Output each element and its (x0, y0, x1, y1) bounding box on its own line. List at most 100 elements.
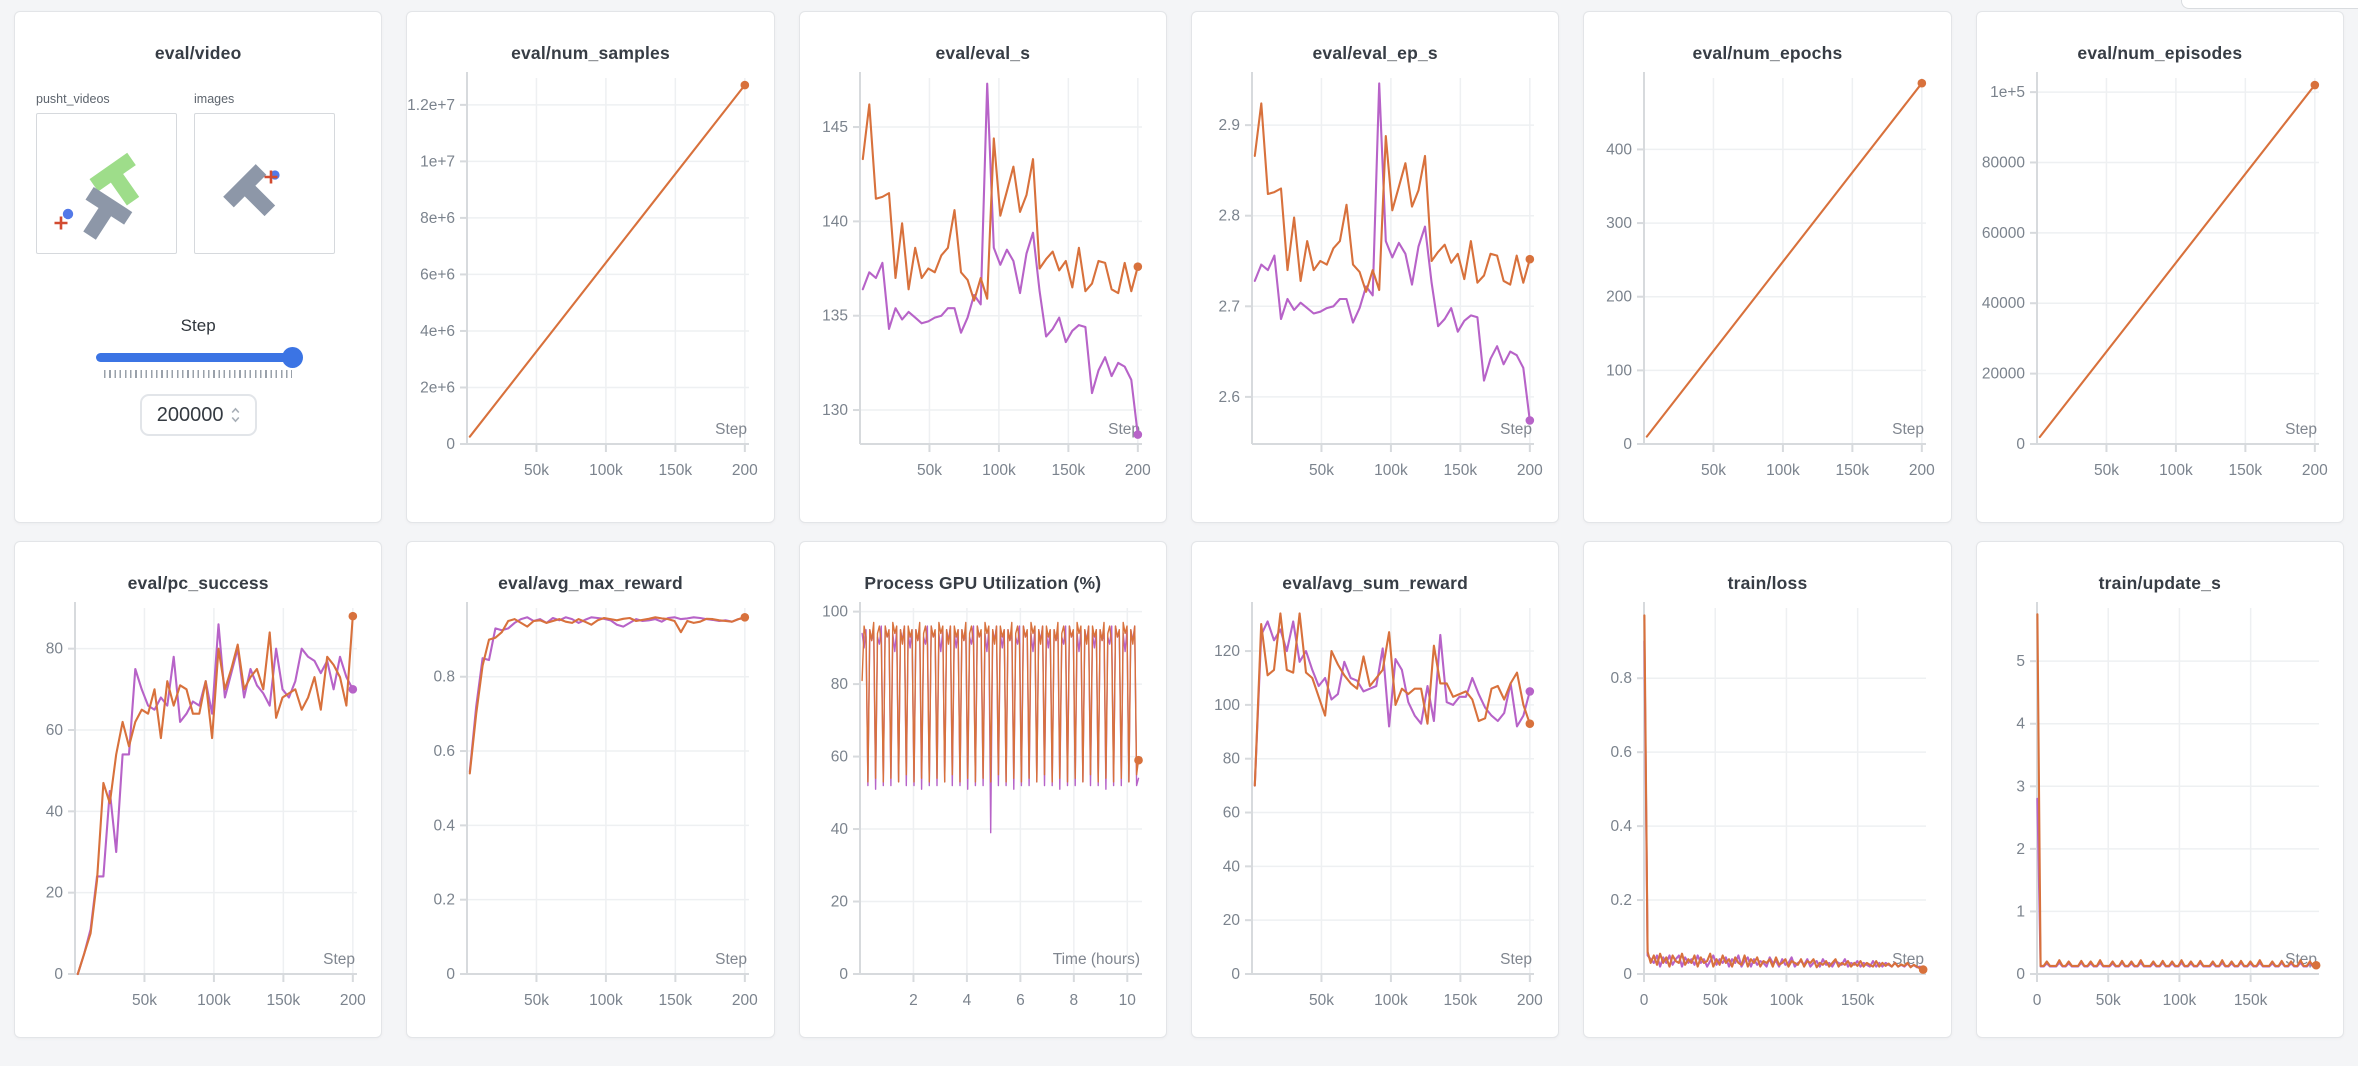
y-tick-label: 100 (822, 604, 848, 621)
x-axis-label: Step (716, 421, 748, 438)
panel-eval-eval-ep-s: eval/eval_ep_s 2.6 2.7 2.8 2.9 50k 100k 150k 20… (1191, 11, 1560, 523)
series-line-orange (76, 615, 355, 976)
x-tick-label: 100k (2162, 992, 2196, 1009)
block-t-shape (83, 187, 133, 240)
series-end-dot (1525, 719, 1535, 729)
series-line-orange (469, 616, 747, 775)
chart-plot[interactable]: 0 0.2 0.4 0.6 0.8 50k 100k 150k 200 Step (407, 596, 773, 1030)
chart-plot[interactable]: 2.6 2.7 2.8 2.9 50k 100k 150k 200 Step (1192, 66, 1558, 500)
chart-plot[interactable]: 130 135 140 145 50k 100k 150k 200 Step (800, 66, 1166, 500)
y-tick-label: 1e+5 (1990, 84, 2025, 101)
step-slider[interactable] (96, 347, 304, 368)
series-line-orange (2038, 83, 2316, 439)
step-number-input[interactable]: 200000 (139, 394, 257, 436)
y-tick-label: 300 (1607, 215, 1633, 232)
x-tick-label: 100k (982, 462, 1016, 479)
video-thumbnail-pusht[interactable] (36, 113, 177, 254)
panel-title: eval/num_epochs (1692, 43, 1843, 63)
x-tick-label: 100k (1770, 992, 1804, 1009)
stepper-spinner[interactable] (231, 407, 240, 423)
y-tick-label: 5 (2016, 653, 2025, 670)
x-axis-label: Step (1108, 421, 1140, 438)
x-tick-label: 0 (1640, 992, 1649, 1009)
panel-train-loss: train/loss 0 0.2 0.4 0.6 0.8 0 50k 100k 150k Step (1583, 541, 1952, 1038)
y-tick-label: 60 (46, 722, 64, 739)
y-tick-label: 145 (822, 119, 848, 136)
panel-eval-video: eval/video pusht_videos (14, 11, 383, 523)
series-line-purple (469, 616, 747, 773)
step-slider-label: Step (180, 316, 216, 335)
x-tick-label: 150k (1444, 462, 1478, 479)
y-tick-label: 135 (822, 308, 848, 325)
series-end-dot (1525, 687, 1535, 696)
panel-eval-num-episodes: eval/num_episodes 0 20000 40000 60000 80000 1… (1975, 11, 2344, 523)
chevron-up-icon[interactable] (231, 407, 240, 414)
y-tick-label: 80 (831, 676, 849, 693)
media-row: pusht_videos (15, 92, 381, 254)
y-tick-label: 40 (1223, 858, 1241, 875)
y-tick-label: 60 (831, 749, 849, 766)
image-thumbnail[interactable] (194, 113, 335, 254)
x-tick-label: 200 (732, 992, 758, 1009)
x-axis-label: Time (hours) (1053, 951, 1140, 968)
media-caption: pusht_videos (36, 92, 110, 106)
series-line-orange (861, 621, 1140, 783)
x-tick-label: 150k (267, 992, 301, 1009)
chart-plot[interactable]: 0 2e+6 4e+6 6e+6 8e+6 1e+7 1.2e+7 50k 100k 150k 20… (407, 66, 773, 500)
y-tick-label: 0 (1232, 966, 1241, 983)
x-tick-label: 150k (1836, 462, 1870, 479)
panel-eval-avg-max-reward: eval/avg_max_reward 0 0.2 0.4 0.6 0.8 50k 100k… (406, 541, 775, 1038)
x-tick-label: 200 (1517, 462, 1543, 479)
y-tick-label: 0.4 (1611, 818, 1633, 835)
y-tick-label: 20 (46, 885, 64, 902)
y-tick-label: 0 (447, 966, 456, 983)
y-tick-label: 4e+6 (421, 323, 456, 340)
chart-plot[interactable]: 0 20 40 60 80 50k 100k 150k 200 Step (15, 596, 381, 1030)
agent-dot (62, 208, 74, 220)
panel-title: eval/video (154, 43, 242, 63)
series-line-orange (1253, 612, 1532, 787)
series-end-dot (348, 611, 358, 621)
y-tick-label: 8e+6 (421, 210, 456, 227)
chart-plot[interactable]: 0 20 40 60 80 100 120 50k 100k 150k 200 Step (1192, 596, 1558, 1030)
chevron-down-icon[interactable] (231, 416, 240, 423)
x-tick-label: 6 (1016, 992, 1025, 1009)
x-tick-label: 150k (1841, 992, 1875, 1009)
x-tick-label: 2 (909, 992, 918, 1009)
y-tick-label: 120 (1214, 643, 1240, 660)
slider-track[interactable] (96, 353, 301, 362)
x-tick-label: 100k (1767, 462, 1801, 479)
x-tick-label: 200 (2302, 462, 2328, 479)
y-tick-label: 2.6 (1219, 389, 1241, 406)
y-tick-label: 20 (831, 894, 849, 911)
chart-plot[interactable]: 0 100 200 300 400 50k 100k 150k 200 Step (1584, 66, 1950, 500)
y-tick-label: 60 (1223, 805, 1241, 822)
chart-plot[interactable]: 0 20000 40000 60000 80000 1e+5 50k 100k 150k 200 S… (1977, 66, 2343, 500)
y-tick-label: 60000 (1982, 225, 2025, 242)
series-line-orange (1646, 82, 1924, 438)
series-line-purple (1643, 640, 1925, 971)
series-end-dot (2311, 960, 2321, 970)
series-end-dot (348, 685, 358, 694)
x-tick-label: 100k (590, 462, 624, 479)
x-axis-label: Step (323, 951, 355, 968)
panel-eval-eval-s: eval/eval_s 130 135 140 145 50k 100k 150k 200 St… (798, 11, 1167, 523)
chart-plot[interactable]: 0 0.2 0.4 0.6 0.8 0 50k 100k 150k Step (1584, 596, 1950, 1030)
y-tick-label: 100 (1214, 697, 1240, 714)
panel-title: train/update_s (2098, 573, 2222, 593)
chart-plot[interactable]: 0 20 40 60 80 100 2 4 6 8 10 Time (hours) (800, 596, 1166, 1030)
series-line-orange (1643, 614, 1925, 971)
panel-title: eval/eval_s (935, 43, 1031, 63)
slider-thumb[interactable] (282, 347, 304, 368)
panel-title: eval/pc_success (127, 573, 269, 593)
x-tick-label: 50k (1309, 992, 1334, 1009)
x-tick-label: 50k (1703, 992, 1728, 1009)
y-tick-label: 0 (2016, 436, 2025, 453)
media-pusht-videos: pusht_videos (36, 92, 177, 254)
x-tick-label: 100k (1374, 992, 1408, 1009)
x-tick-label: 100k (590, 992, 624, 1009)
y-tick-label: 1e+7 (421, 153, 456, 170)
series-end-dot (741, 80, 750, 90)
series-end-dot (1133, 262, 1142, 271)
